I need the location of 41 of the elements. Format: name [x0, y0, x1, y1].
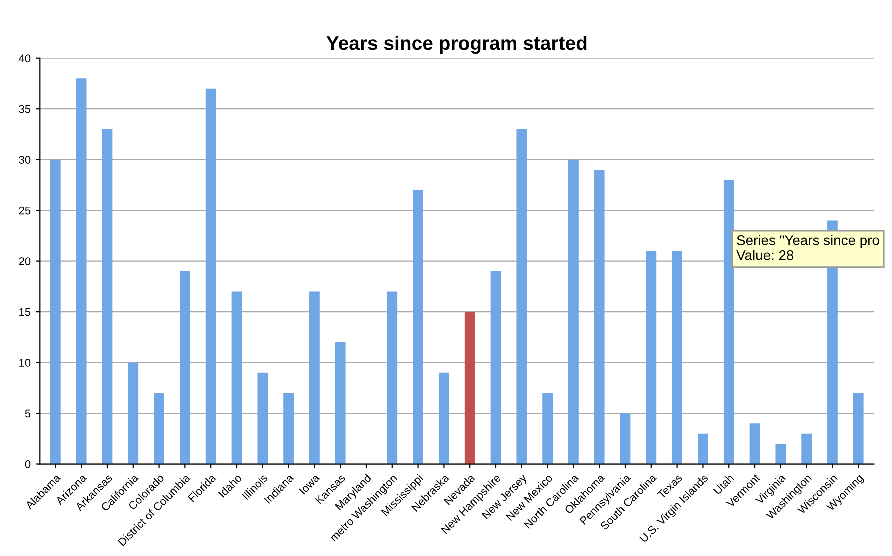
- bar: [154, 393, 164, 464]
- bar: [232, 292, 242, 464]
- y-tick-label: 0: [25, 460, 31, 468]
- bar: [102, 129, 113, 464]
- bar: [853, 393, 864, 464]
- bar: [776, 444, 786, 464]
- bar: [464, 312, 476, 464]
- bar: [284, 393, 294, 464]
- bar: [335, 342, 346, 464]
- bar: [542, 393, 553, 464]
- bar: [594, 170, 605, 464]
- bar: [439, 372, 450, 464]
- bar: [490, 271, 502, 464]
- bar: [413, 190, 424, 464]
- bar: [672, 251, 682, 464]
- bar: [516, 129, 528, 464]
- chart-title: Years since program started: [326, 36, 587, 54]
- y-tick-label: 30: [19, 156, 31, 164]
- bar: [724, 180, 734, 464]
- y-tick-label: 15: [20, 308, 31, 316]
- bar: [128, 362, 139, 464]
- y-tick-label: 25: [19, 206, 31, 215]
- y-tick-label: 10: [20, 359, 31, 367]
- bar: [750, 424, 760, 464]
- y-tick-label: 5: [25, 410, 31, 418]
- y-tick-label: 20: [19, 258, 31, 266]
- bar: [50, 160, 61, 464]
- bar: [258, 372, 268, 464]
- bar: [180, 271, 190, 464]
- bar: [568, 160, 579, 464]
- y-tick-label: 40: [19, 54, 31, 63]
- bar: [646, 251, 657, 464]
- bar: [387, 292, 398, 464]
- annotation: Series "Years since pro Value: 28: [736, 235, 880, 260]
- bar: [76, 78, 87, 464]
- y-tick-label: 35: [19, 105, 31, 114]
- bar: [206, 88, 216, 464]
- bar: [802, 434, 812, 464]
- bar: [698, 434, 708, 464]
- bar: [620, 414, 631, 464]
- bar: [310, 292, 320, 464]
